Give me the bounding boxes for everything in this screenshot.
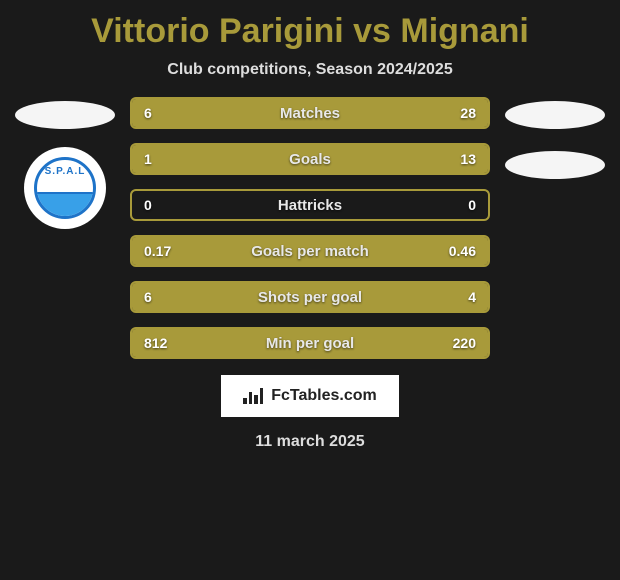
- stat-label: Matches: [132, 105, 488, 122]
- bar-chart-icon: [243, 388, 263, 404]
- subtitle: Club competitions, Season 2024/2025: [167, 61, 452, 79]
- stat-bar: 6Shots per goal4: [130, 281, 490, 313]
- fctables-branding[interactable]: FcTables.com: [221, 375, 399, 417]
- stat-bar: 1Goals13: [130, 143, 490, 175]
- date-label: 11 march 2025: [255, 433, 364, 451]
- spal-logo-text: S.P.A.L: [37, 166, 93, 177]
- bar-text-layer: 0.17Goals per match0.46: [132, 237, 488, 265]
- stat-label: Goals: [132, 151, 488, 168]
- comparison-card: Vittorio Parigini vs Mignani Club compet…: [0, 0, 620, 459]
- player-photo-placeholder-right-1: [505, 101, 605, 129]
- stat-bar: 0.17Goals per match0.46: [130, 235, 490, 267]
- player-photo-placeholder-right-2: [505, 151, 605, 179]
- team-logo-left: S.P.A.L: [24, 147, 106, 229]
- bar-text-layer: 6Matches28: [132, 99, 488, 127]
- left-player-col: S.P.A.L: [10, 97, 120, 229]
- stat-bar: 812Min per goal220: [130, 327, 490, 359]
- stat-bar: 0Hattricks0: [130, 189, 490, 221]
- stat-label: Hattricks: [132, 197, 488, 214]
- spal-logo: S.P.A.L: [34, 157, 96, 219]
- bar-text-layer: 1Goals13: [132, 145, 488, 173]
- stat-label: Shots per goal: [132, 289, 488, 306]
- player-photo-placeholder-left: [15, 101, 115, 129]
- main-row: S.P.A.L 6Matches28 1Goals13 0Hattricks0 0.1…: [10, 97, 610, 359]
- branding-text: FcTables.com: [271, 387, 377, 405]
- page-title: Vittorio Parigini vs Mignani: [91, 12, 529, 51]
- stat-bar: 6Matches28: [130, 97, 490, 129]
- bar-text-layer: 812Min per goal220: [132, 329, 488, 357]
- stats-bars: 6Matches28 1Goals13 0Hattricks0 0.17Goals p…: [130, 97, 490, 359]
- right-player-col: [500, 97, 610, 179]
- stat-label: Min per goal: [132, 335, 488, 352]
- bar-text-layer: 6Shots per goal4: [132, 283, 488, 311]
- stat-label: Goals per match: [132, 243, 488, 260]
- bar-text-layer: 0Hattricks0: [132, 191, 488, 219]
